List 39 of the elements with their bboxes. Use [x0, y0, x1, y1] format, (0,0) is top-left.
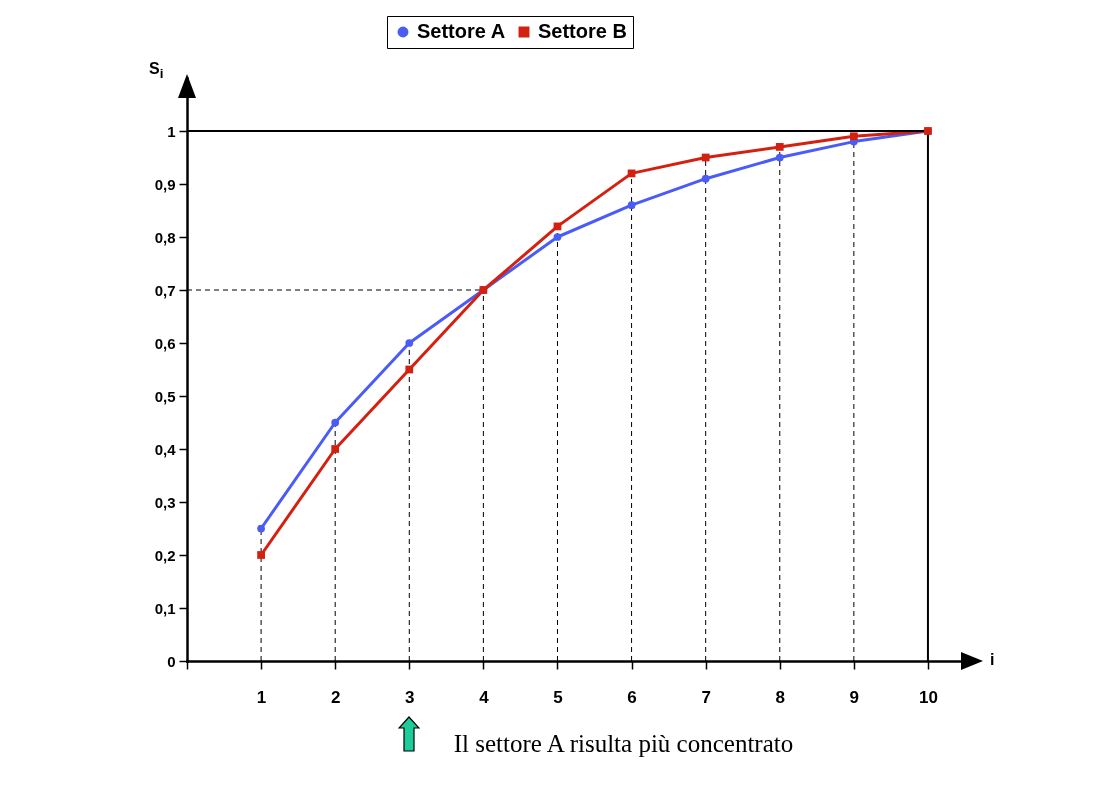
point	[553, 233, 562, 241]
x-tick-label: 3	[405, 687, 415, 707]
point	[775, 153, 784, 162]
point	[775, 143, 784, 151]
legend-label: Settore B	[538, 20, 627, 42]
x-tick-label: 4	[479, 687, 490, 707]
point	[701, 174, 710, 183]
x-tick-label: 5	[553, 687, 563, 707]
x-tick-label: 8	[775, 687, 785, 707]
point	[257, 524, 265, 533]
x-tick-label: 6	[627, 687, 637, 707]
x-axis-title: i	[990, 651, 995, 669]
point	[701, 153, 710, 162]
y-tick-label: 0,4	[154, 440, 177, 458]
y-tick-label: 0,5	[154, 387, 176, 405]
point	[331, 445, 340, 453]
point	[331, 418, 340, 427]
y-tick-label: 0,3	[154, 493, 176, 511]
point	[405, 365, 414, 374]
text: Il settore A risulta più concentrato	[453, 730, 794, 758]
point	[257, 551, 265, 559]
x-tick-label: 1	[256, 687, 267, 707]
y-tick-label: 0,8	[154, 228, 176, 246]
point	[627, 201, 636, 210]
y-tick-label: 0	[167, 652, 176, 670]
x-tick-label: 2	[330, 687, 341, 707]
x-tick-label: 7	[701, 687, 711, 707]
y-axis-title: S$_{i}$	[149, 60, 164, 82]
y-tick-label: 0,9	[154, 175, 176, 193]
y-tick-label: 0,6	[154, 334, 176, 352]
y-tick-label: 1	[167, 122, 176, 140]
x-tick-label: 10	[918, 687, 938, 707]
point	[405, 339, 414, 347]
x-tick-label: 9	[849, 687, 860, 707]
y-tick-label: 0,2	[154, 546, 176, 564]
legend-label: Settore A	[417, 20, 506, 42]
point	[849, 132, 858, 141]
y-tick-label: 0,1	[154, 599, 176, 617]
y-tick-label: 0,7	[154, 281, 176, 299]
